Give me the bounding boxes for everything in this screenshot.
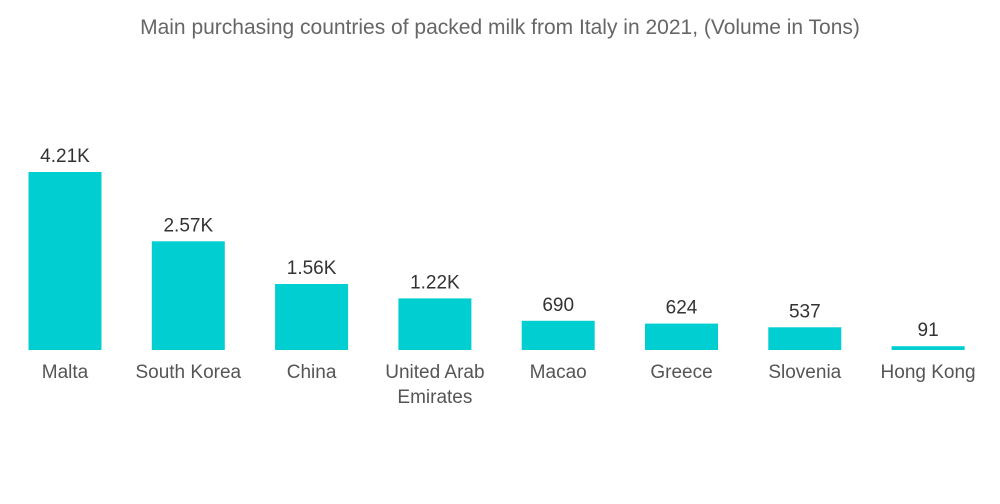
category-label: Macao (530, 362, 587, 383)
data-label: 624 (666, 298, 698, 319)
category-label: South Korea (135, 362, 241, 383)
data-label: 4.21K (40, 146, 90, 167)
data-label: 690 (542, 295, 574, 316)
data-label: 91 (918, 320, 939, 341)
category-label: Emirates (397, 387, 472, 408)
data-label: 2.57K (163, 215, 213, 236)
bar (28, 172, 102, 350)
bar (151, 241, 225, 350)
data-label: 1.22K (410, 272, 460, 293)
chart-title: Main purchasing countries of packed milk… (140, 16, 860, 39)
data-label: 1.56K (287, 258, 337, 279)
category-label: Malta (42, 362, 89, 383)
category-label: Greece (650, 362, 712, 383)
category-label: Slovenia (768, 362, 841, 383)
bar (398, 298, 472, 350)
bar (891, 346, 965, 350)
category-label: United Arab (385, 362, 484, 383)
bar (645, 323, 718, 350)
category-label: China (287, 362, 337, 383)
bar (768, 327, 842, 350)
category-label: Hong Kong (881, 362, 976, 383)
data-label: 537 (789, 301, 821, 322)
bar (275, 284, 349, 350)
bar (521, 320, 595, 350)
